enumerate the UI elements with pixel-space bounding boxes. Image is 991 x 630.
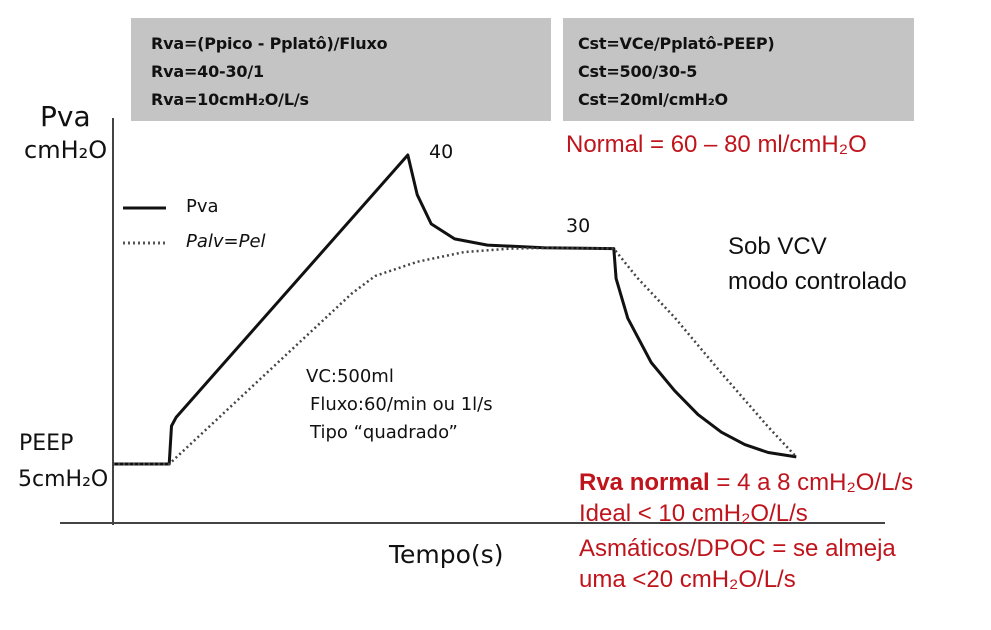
y-axis-unit: cmH₂O: [24, 136, 108, 164]
resistance-formula-line: Rva=(Ppico - Pplatô)/Fluxo: [151, 34, 388, 53]
compliance-normal-range: Normal = 60 – 80 ml/cmH₂O: [566, 131, 867, 158]
x-axis-label: Tempo(s): [389, 540, 504, 569]
volume-setting: VC:500ml: [306, 366, 394, 387]
y-axis-label: Pva: [40, 100, 91, 133]
peak-pressure-label: 40: [429, 141, 454, 163]
compliance-calc-line: Cst=500/30-5: [578, 62, 698, 81]
flow-setting: Fluxo:60/min ou 1l/s: [310, 394, 493, 415]
resistance-formula-box: Rva=(Ppico - Pplatô)/Fluxo Rva=40-30/1 R…: [131, 18, 551, 121]
plateau-pressure-label: 30: [566, 215, 591, 237]
resistance-normal-range: = 4 a 8 cmH₂O/L/s: [709, 469, 914, 496]
compliance-result-line: Cst=20ml/cmH₂O: [578, 90, 728, 109]
waveform-setting: Tipo “quadrado”: [310, 422, 458, 443]
resistance-target-line: uma <20 cmH₂O/L/s: [579, 566, 796, 593]
peep-value-label: 5cmH₂O: [18, 467, 109, 492]
legend-pva-label: Pva: [186, 196, 219, 217]
resistance-ideal-line: Ideal < 10 cmH₂O/L/s: [579, 500, 808, 527]
compliance-formula-line: Cst=VCe/Pplatô-PEEP): [578, 34, 775, 53]
resistance-normal-line: Rva normal = 4 a 8 cmH₂O/L/s: [579, 469, 913, 497]
mode-note-line2: modo controlado: [728, 268, 907, 295]
resistance-normal-bold: Rva normal: [579, 469, 710, 496]
series-line-pva: [113, 153, 797, 466]
legend-palv-label: Palv=Pel: [186, 231, 266, 252]
mode-note-line1: Sob VCV: [728, 233, 827, 260]
compliance-formula-box: Cst=VCe/Pplatô-PEEP) Cst=500/30-5 Cst=20…: [563, 18, 914, 121]
resistance-calc-line: Rva=40-30/1: [151, 62, 264, 81]
resistance-asthma-line: Asmáticos/DPOC = se almeja: [579, 535, 896, 562]
resistance-result-line: Rva=10cmH₂O/L/s: [151, 90, 309, 109]
series-layer: [113, 153, 798, 466]
series-line-palv: [113, 246, 798, 466]
peep-label: PEEP: [19, 431, 74, 456]
